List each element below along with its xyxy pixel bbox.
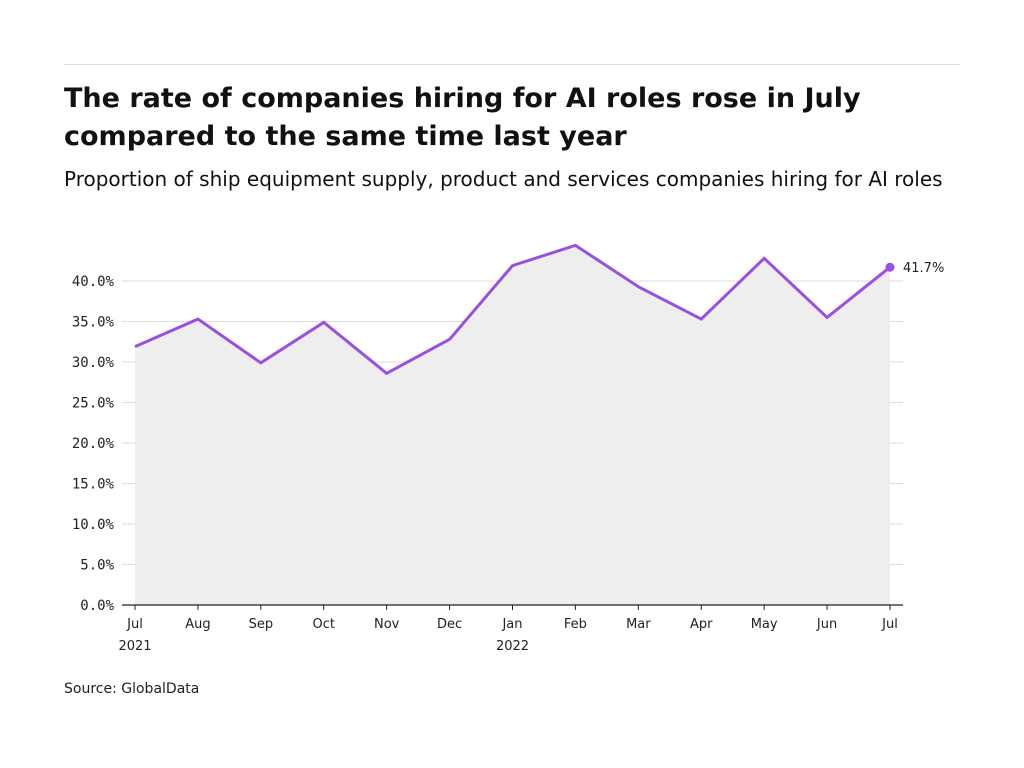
- y-tick-label: 30.0%: [72, 355, 115, 371]
- end-point-marker: [885, 262, 895, 272]
- chart-title: The rate of companies hiring for AI role…: [64, 83, 861, 152]
- y-tick-label: 35.0%: [72, 315, 115, 331]
- x-tick-label: Oct: [313, 617, 335, 632]
- chart-subtitle: Proportion of ship equipment supply, pro…: [64, 167, 943, 191]
- y-tick-label: 15.0%: [72, 477, 115, 493]
- source-note: Source: GlobalData: [64, 681, 200, 697]
- data-points: [885, 262, 895, 272]
- x-tick-year-label: 2022: [496, 639, 529, 654]
- series-line: [134, 243, 891, 376]
- y-axis-ticks: 0.0% 5.0% 10.0% 15.0% 20.0% 25.0% 30.0% 35.0% 40…: [72, 274, 115, 614]
- x-tick-label: Jan: [501, 617, 522, 632]
- x-tick-label: Jun: [816, 617, 837, 632]
- x-tick-label: Jul: [126, 617, 143, 632]
- x-axis-ticks: Jul 2021 Aug Sep Oct Nov Dec Jan 2022 Feb Mar Apr Ma…: [118, 605, 898, 654]
- x-tick-label: Nov: [374, 617, 400, 632]
- end-value-label: 41.7%: [903, 261, 944, 276]
- x-tick-label: Mar: [626, 617, 651, 632]
- y-tick-label: 20.0%: [72, 436, 115, 452]
- y-tick-label: 10.0%: [72, 517, 115, 533]
- x-tick-label: Sep: [249, 617, 274, 632]
- area-fill: [135, 245, 890, 606]
- x-tick-label: May: [751, 617, 778, 632]
- x-tick-label: Apr: [690, 617, 713, 632]
- x-tick-label: Feb: [564, 617, 587, 632]
- y-tick-label: 5.0%: [80, 558, 114, 574]
- top-divider: [64, 64, 960, 65]
- y-tick-label: 25.0%: [72, 396, 115, 412]
- x-tick-year-label: 2021: [118, 639, 151, 654]
- x-tick-label: Dec: [437, 617, 462, 632]
- x-tick-label: Aug: [185, 617, 210, 632]
- y-tick-label: 40.0%: [72, 274, 115, 290]
- y-tick-label: 0.0%: [80, 598, 114, 614]
- x-tick-label: Jul: [881, 617, 898, 632]
